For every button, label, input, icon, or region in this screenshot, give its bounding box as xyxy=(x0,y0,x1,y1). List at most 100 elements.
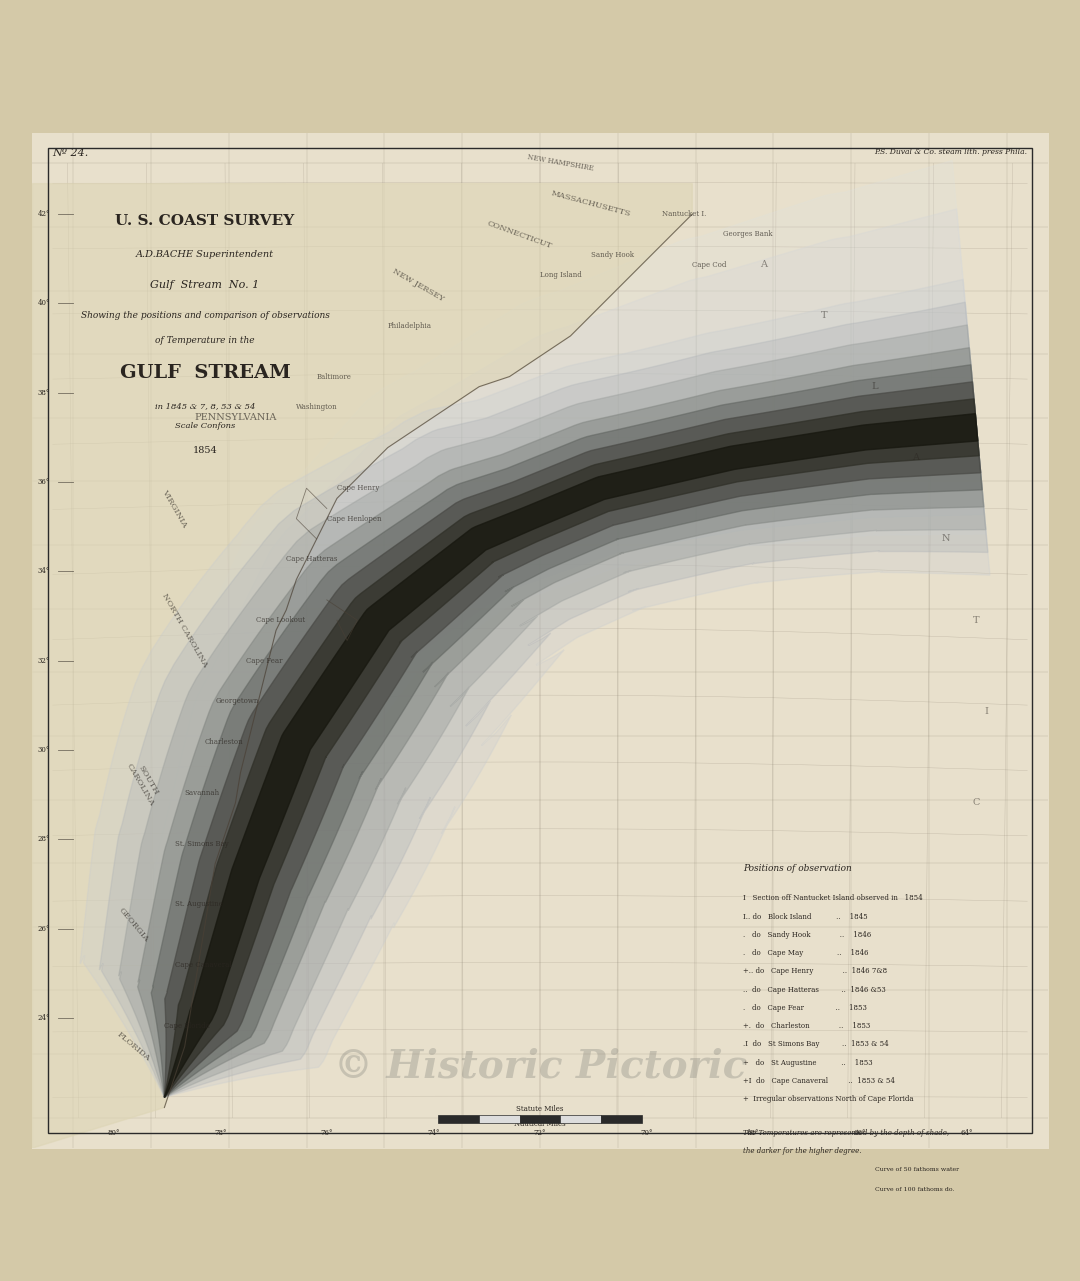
Polygon shape xyxy=(135,160,986,968)
Text: +  Irregular observations North of Cape Florida: + Irregular observations North of Cape F… xyxy=(743,1095,914,1103)
Text: GULF  STREAM: GULF STREAM xyxy=(120,364,291,382)
Text: T: T xyxy=(973,616,980,625)
Text: NEW JERSEY: NEW JERSEY xyxy=(391,268,445,304)
Text: VIRGINIA: VIRGINIA xyxy=(161,488,189,529)
Text: 70°: 70° xyxy=(640,1129,652,1136)
Bar xyxy=(438,1114,480,1122)
Text: Georges Bank: Georges Bank xyxy=(723,231,772,238)
Text: Savannah: Savannah xyxy=(185,789,220,797)
Text: The Temperatures are represented by the depth of shade,: The Temperatures are represented by the … xyxy=(743,1129,949,1136)
Text: Georgetown: Georgetown xyxy=(215,697,258,706)
Text: CONNECTICUT: CONNECTICUT xyxy=(486,219,553,250)
Polygon shape xyxy=(99,302,988,1098)
Bar xyxy=(519,1114,561,1122)
Text: Cape Canaveral: Cape Canaveral xyxy=(175,961,231,970)
Text: Cape Hatteras: Cape Hatteras xyxy=(286,555,338,564)
Text: 34°: 34° xyxy=(38,567,50,575)
Text: 1854: 1854 xyxy=(192,446,217,455)
Text: A: A xyxy=(913,453,919,462)
Text: Nautical Miles: Nautical Miles xyxy=(514,1120,566,1127)
Text: GEORGIA: GEORGIA xyxy=(118,906,150,944)
Text: +I  do   Cape Canaveral         ..  1853 & 54: +I do Cape Canaveral .. 1853 & 54 xyxy=(743,1077,895,1085)
Text: Gulf  Stream  No. 1: Gulf Stream No. 1 xyxy=(150,281,259,290)
Text: 80°: 80° xyxy=(107,1129,120,1136)
Text: Long Island: Long Island xyxy=(540,272,582,279)
Text: Scale Confons: Scale Confons xyxy=(175,423,235,430)
Text: 28°: 28° xyxy=(38,835,50,843)
Text: St. Augustine: St. Augustine xyxy=(175,901,222,908)
Text: Statute Miles: Statute Miles xyxy=(516,1104,564,1113)
Text: I: I xyxy=(985,707,988,716)
Text: of Temperature in the: of Temperature in the xyxy=(156,336,255,345)
Text: Sandy Hook: Sandy Hook xyxy=(591,251,634,259)
Text: NORTH CAROLINA: NORTH CAROLINA xyxy=(160,592,210,669)
Text: 30°: 30° xyxy=(38,746,50,755)
Bar xyxy=(600,1114,642,1122)
Text: Nº 24.: Nº 24. xyxy=(53,149,89,158)
Text: 42°: 42° xyxy=(38,210,50,218)
Text: 78°: 78° xyxy=(214,1129,227,1136)
Text: 74°: 74° xyxy=(428,1129,440,1136)
Text: +   do   St Augustine           ..    1853: + do St Augustine .. 1853 xyxy=(743,1059,873,1067)
Text: PENNSYLVANIA: PENNSYLVANIA xyxy=(194,412,276,421)
Text: Philadelphia: Philadelphia xyxy=(388,322,432,329)
Text: 24°: 24° xyxy=(38,1015,50,1022)
Text: Curve of 50 fathoms water: Curve of 50 fathoms water xyxy=(875,1167,959,1172)
Text: A.D.BACHE Superintendent: A.D.BACHE Superintendent xyxy=(136,250,274,259)
Text: L: L xyxy=(872,382,878,391)
Text: MASSACHUSETTS: MASSACHUSETTS xyxy=(550,190,632,219)
Text: Cape Henlopen: Cape Henlopen xyxy=(327,515,381,523)
Text: Cape Florida: Cape Florida xyxy=(164,1022,211,1030)
Polygon shape xyxy=(164,398,980,1098)
Text: FLORIDA: FLORIDA xyxy=(116,1030,152,1063)
Polygon shape xyxy=(153,209,985,966)
Text: C: C xyxy=(973,798,981,807)
Text: .   do   Cape Fear              ..    1853: . do Cape Fear .. 1853 xyxy=(743,1004,867,1012)
Text: 40°: 40° xyxy=(38,300,50,307)
Text: the darker for the higher degree.: the darker for the higher degree. xyxy=(743,1146,862,1155)
Text: Curve of 100 fathoms do.: Curve of 100 fathoms do. xyxy=(875,1187,955,1193)
Text: N: N xyxy=(942,534,950,543)
Text: 68°: 68° xyxy=(747,1129,759,1136)
Text: Showing the positions and comparison of observations: Showing the positions and comparison of … xyxy=(81,310,329,319)
Polygon shape xyxy=(164,382,981,1098)
Text: Cape Henry: Cape Henry xyxy=(337,484,379,492)
Text: +.. do   Cape Henry             ..  1846 7&8: +.. do Cape Henry .. 1846 7&8 xyxy=(743,967,887,975)
Text: Nantucket I.: Nantucket I. xyxy=(662,210,706,218)
Text: Baltimore: Baltimore xyxy=(316,373,351,380)
Text: T: T xyxy=(821,311,827,320)
Text: P.S. Duval & Co. steam lith. press Phila.: P.S. Duval & Co. steam lith. press Phila… xyxy=(875,149,1027,156)
Bar xyxy=(480,1114,519,1122)
Polygon shape xyxy=(32,183,692,1148)
Text: 72°: 72° xyxy=(534,1129,546,1136)
Text: A: A xyxy=(760,260,767,269)
Text: 76°: 76° xyxy=(321,1129,333,1136)
Text: Cape Fear: Cape Fear xyxy=(245,657,282,665)
Text: .   do   Sandy Hook             ..    1846: . do Sandy Hook .. 1846 xyxy=(743,931,872,939)
Text: Washington: Washington xyxy=(296,404,338,411)
Text: 38°: 38° xyxy=(38,389,50,397)
Polygon shape xyxy=(119,325,986,1098)
Text: +.  do   Charleston             ..    1853: +. do Charleston .. 1853 xyxy=(743,1022,870,1030)
Bar xyxy=(561,1114,600,1122)
Polygon shape xyxy=(137,347,984,1098)
Text: 66°: 66° xyxy=(853,1129,866,1136)
Text: Positions of observation: Positions of observation xyxy=(743,863,852,872)
Text: 64°: 64° xyxy=(960,1129,973,1136)
Text: St. Simons Bay: St. Simons Bay xyxy=(175,839,228,848)
Text: .I  do   St Simons Bay          ..  1853 & 54: .I do St Simons Bay .. 1853 & 54 xyxy=(743,1040,889,1048)
Text: © Historic Pictoric: © Historic Pictoric xyxy=(334,1048,746,1086)
Text: NEW HAMPSHIRE: NEW HAMPSHIRE xyxy=(526,154,594,173)
Text: Cape Cod: Cape Cod xyxy=(692,261,727,269)
Text: .   do   Cape May               ..    1846: . do Cape May .. 1846 xyxy=(743,949,868,957)
Text: U. S. COAST SURVEY: U. S. COAST SURVEY xyxy=(116,214,295,228)
Text: 36°: 36° xyxy=(38,478,50,485)
Text: I   Section off Nantucket Island observed in   1854: I Section off Nantucket Island observed … xyxy=(743,894,922,902)
Text: ..  do   Cape Hatteras          ..  1846 &53: .. do Cape Hatteras .. 1846 &53 xyxy=(743,985,886,994)
Text: Cape Lookout: Cape Lookout xyxy=(256,616,305,624)
Polygon shape xyxy=(164,414,977,1098)
Polygon shape xyxy=(151,365,982,1098)
Text: in 1845 & 7, 8, 53 & 54: in 1845 & 7, 8, 53 & 54 xyxy=(154,402,255,410)
Text: I.. do   Block Island           ..    1845: I.. do Block Island .. 1845 xyxy=(743,912,867,921)
Text: Charleston: Charleston xyxy=(205,738,244,746)
